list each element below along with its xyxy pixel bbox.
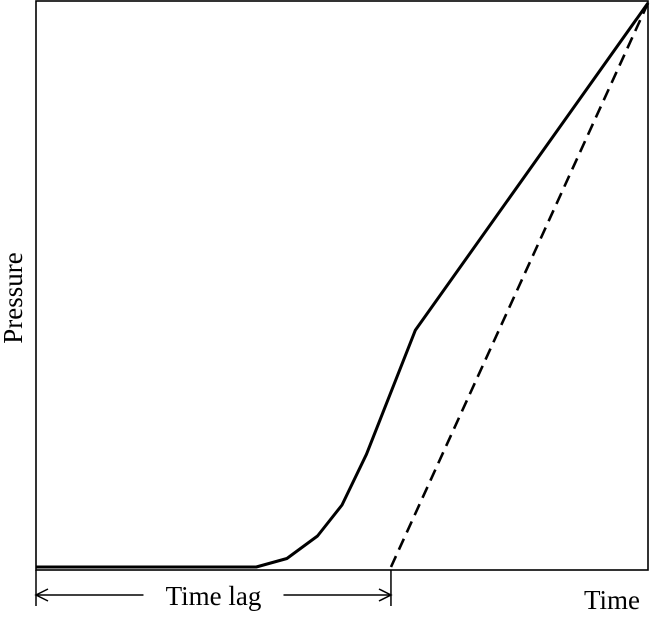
series-layer bbox=[36, 2, 650, 569]
time-lag-label-background bbox=[143, 580, 284, 610]
pressure-curve bbox=[36, 2, 650, 569]
asymptote-dashed-line bbox=[389, 2, 650, 568]
y-axis-label: Pressure bbox=[0, 252, 28, 343]
time-lag-label: Time lag bbox=[166, 581, 262, 611]
plot-frame bbox=[35, 0, 649, 571]
x-axis-label: Time bbox=[584, 585, 640, 613]
annotation-layer: Time lag bbox=[34, 570, 393, 611]
